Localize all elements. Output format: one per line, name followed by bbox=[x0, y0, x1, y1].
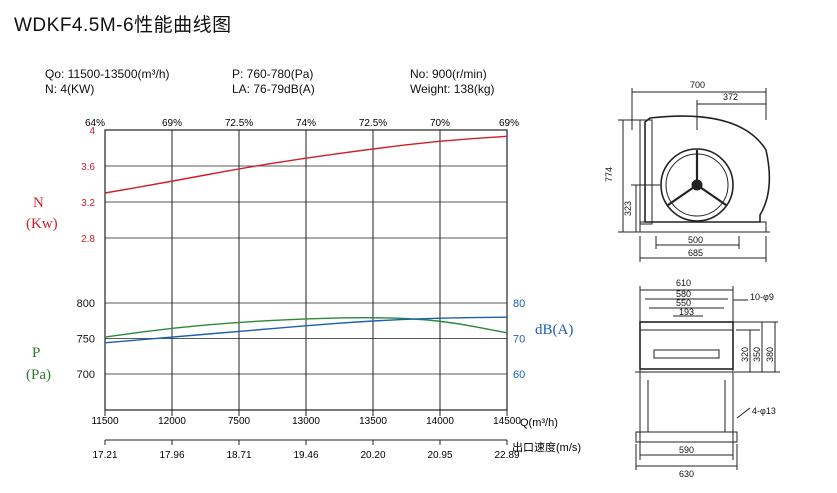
n-tick-label: 4 bbox=[89, 126, 95, 137]
p-axis-unit: (Pa) bbox=[26, 367, 51, 383]
series-line-p bbox=[104, 316, 508, 338]
spec-weight: Weight: 138(kg) bbox=[410, 82, 495, 96]
velocity-tick-label: 17.96 bbox=[159, 450, 184, 461]
efficiency-tick-label: 72.5% bbox=[225, 118, 253, 129]
p-axis-label: P bbox=[32, 345, 41, 361]
series-line-dba bbox=[104, 316, 508, 344]
n-axis-label: N bbox=[33, 195, 44, 211]
q-axis-unit: Q(m³/h) bbox=[520, 417, 558, 429]
p-tick-label: 700 bbox=[77, 369, 95, 381]
x-tick-label: 11500 bbox=[91, 416, 119, 427]
chart-series bbox=[104, 135, 508, 344]
efficiency-tick-label: 64% bbox=[85, 118, 105, 129]
efficiency-tick-label: 70% bbox=[430, 118, 450, 129]
x-tick-label: 7500 bbox=[228, 416, 251, 427]
efficiency-tick-label: 69% bbox=[499, 118, 519, 129]
spec-noise: LA: 76-79dB(A) bbox=[232, 82, 315, 96]
efficiency-tick-label: 69% bbox=[162, 118, 182, 129]
page-title: WDKF4.5M-6性能曲线图 bbox=[14, 15, 232, 36]
db-axis-label: dB(A) bbox=[535, 322, 574, 338]
x-tick-label: 13500 bbox=[359, 416, 387, 427]
efficiency-tick-label: 72.5% bbox=[359, 118, 387, 129]
n-tick-label: 3.2 bbox=[81, 198, 95, 209]
efficiency-tick-label: 74% bbox=[296, 118, 316, 129]
velocity-tick-label: 19.46 bbox=[293, 450, 318, 461]
x-tick-label: 14000 bbox=[426, 416, 454, 427]
n-axis-unit: (Kw) bbox=[26, 216, 58, 232]
velocity-tick-label: 18.71 bbox=[226, 450, 251, 461]
db-tick-label: 70 bbox=[513, 334, 525, 346]
p-tick-label: 750 bbox=[77, 334, 95, 346]
db-tick-label: 60 bbox=[513, 369, 525, 381]
chart-grid bbox=[104, 129, 508, 445]
n-tick-label: 3.6 bbox=[81, 162, 95, 173]
spec-airflow: Qo: 11500-13500(m³/h) bbox=[45, 67, 170, 81]
velocity-tick-label: 22.89 bbox=[494, 450, 519, 461]
chart-ticks: 11500 17.21 64% 12000 17.96 69% 7500 18.71 72.5%… bbox=[77, 118, 526, 461]
spec-speed: No: 900(r/min) bbox=[410, 67, 487, 81]
spec-power: N: 4(KW) bbox=[45, 82, 95, 96]
velocity-axis-label: 出口速度(m/s) bbox=[512, 440, 581, 454]
x-tick-label: 14500 bbox=[493, 416, 521, 427]
velocity-tick-label: 20.20 bbox=[360, 450, 385, 461]
x-tick-label: 12000 bbox=[158, 416, 186, 427]
n-tick-label: 2.8 bbox=[81, 234, 95, 245]
spec-pressure: P: 760-780(Pa) bbox=[232, 67, 314, 81]
series-line-n bbox=[104, 135, 508, 194]
x-tick-label: 13000 bbox=[292, 416, 320, 427]
p-tick-label: 800 bbox=[77, 298, 95, 310]
velocity-tick-label: 20.95 bbox=[427, 450, 452, 461]
db-tick-label: 80 bbox=[513, 298, 525, 310]
velocity-tick-label: 17.21 bbox=[92, 450, 117, 461]
